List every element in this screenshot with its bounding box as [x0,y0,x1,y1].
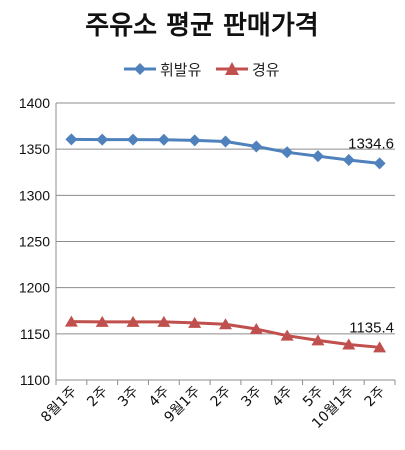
x-tick-label: 2주 [208,383,235,410]
y-tick-label: 1300 [19,187,50,203]
y-tick-label: 1100 [20,372,50,388]
data-point [95,315,109,327]
data-point [188,134,201,147]
data-label: 1135.4 [349,319,394,336]
data-point [64,315,78,327]
data-labels: 1334.6 1135.4 [348,135,394,336]
y-tick-labels: 1100 1150 1200 1250 1300 1350 1400 [19,95,50,388]
data-point [373,341,387,353]
chart-title: 주유소 평균 판매가격 [85,11,318,41]
y-tick-label: 1150 [20,326,50,342]
y-tick-label: 1350 [19,141,50,157]
y-tick-label: 1400 [19,95,50,111]
data-point [249,323,263,335]
legend-label-gasoline: 휘발유 [160,61,202,79]
data-point [157,315,171,327]
data-point [280,329,294,341]
x-tick-label: 3주 [238,383,265,410]
data-point [281,146,294,159]
data-point [188,316,202,328]
data-point [219,135,232,148]
data-point [373,157,386,170]
data-point [342,153,355,166]
data-point [96,133,109,146]
series-layer [64,133,387,353]
data-point [250,140,263,153]
data-label: 1334.6 [348,135,394,152]
legend: 휘발유 경유 [124,61,280,79]
x-tick-label: 2주 [84,383,111,410]
data-point [157,133,170,146]
x-tick-label: 9월1주 [161,383,203,425]
data-point [311,150,324,163]
x-tick-label: 3주 [115,383,142,410]
data-point [127,133,140,146]
data-point [342,338,356,350]
data-point [126,315,140,327]
x-tick-label: 2주 [362,383,389,410]
legend-label-diesel: 경유 [252,61,280,79]
data-point [65,133,78,146]
y-tick-label: 1200 [19,280,50,296]
legend-marker-diesel [225,62,239,75]
grid [55,102,396,385]
data-point [311,334,325,346]
x-tick-label: 8월1주 [38,383,80,425]
x-tick-label: 4주 [269,383,296,410]
data-point [219,318,232,330]
legend-marker-gasoline [134,63,146,75]
y-tick-label: 1250 [19,234,50,250]
